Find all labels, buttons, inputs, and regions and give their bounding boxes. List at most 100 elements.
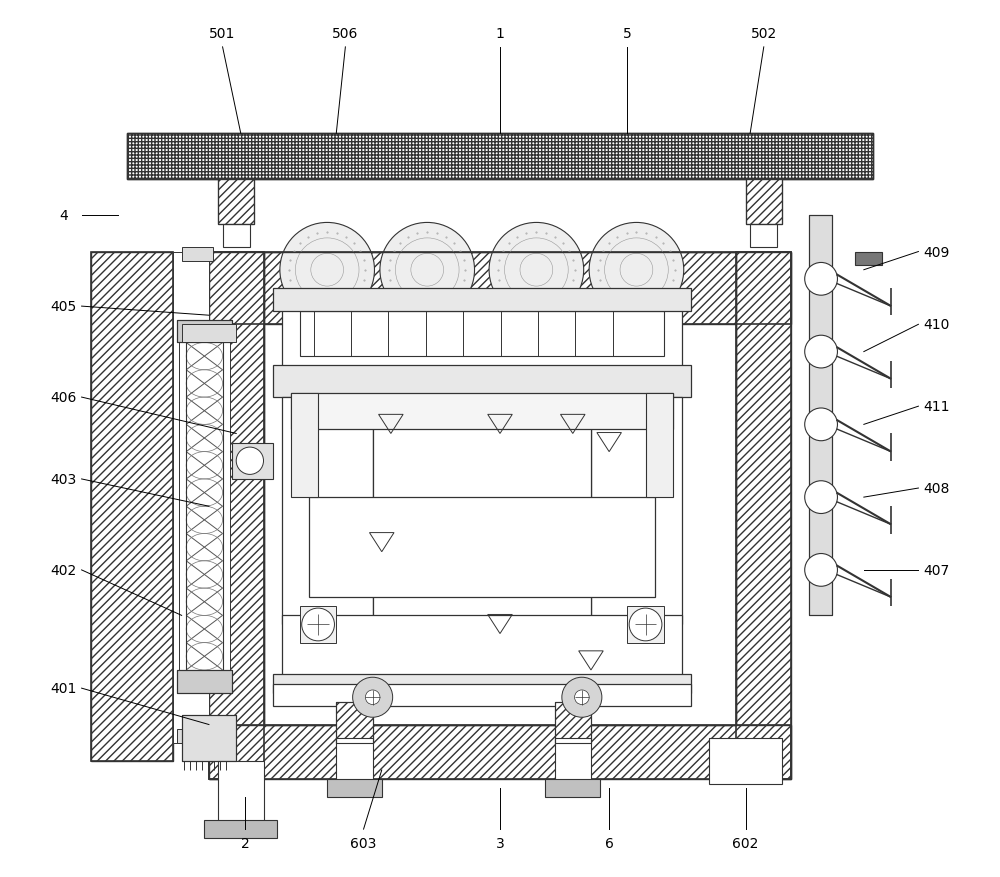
Bar — [223, 225, 250, 247]
Text: 403: 403 — [50, 473, 77, 487]
Bar — [127, 134, 873, 180]
Bar — [177, 320, 232, 343]
Bar — [209, 724, 791, 779]
Bar — [627, 607, 664, 643]
Circle shape — [805, 481, 837, 514]
Circle shape — [365, 690, 380, 705]
Circle shape — [302, 609, 334, 641]
Bar — [282, 297, 682, 370]
Bar — [555, 702, 591, 743]
Text: 410: 410 — [923, 318, 950, 332]
Text: 405: 405 — [50, 300, 77, 314]
Bar — [273, 366, 691, 397]
Text: 411: 411 — [923, 400, 950, 414]
Circle shape — [380, 223, 475, 317]
Bar — [336, 702, 373, 743]
Text: 2: 2 — [241, 836, 250, 850]
Circle shape — [805, 554, 837, 587]
Circle shape — [805, 263, 837, 296]
Circle shape — [353, 677, 393, 717]
Circle shape — [629, 609, 662, 641]
Bar — [177, 320, 232, 343]
Bar — [179, 339, 230, 674]
Bar — [709, 738, 782, 784]
Bar — [282, 616, 682, 688]
Text: 4: 4 — [59, 209, 68, 223]
Bar — [177, 670, 232, 693]
Text: 402: 402 — [50, 563, 77, 577]
Bar — [209, 724, 791, 779]
Circle shape — [589, 223, 684, 317]
Bar — [282, 397, 373, 624]
Bar — [746, 180, 782, 225]
Bar — [309, 497, 655, 597]
Circle shape — [575, 690, 589, 705]
Text: 5: 5 — [623, 27, 632, 41]
Circle shape — [562, 677, 602, 717]
Bar — [291, 393, 318, 497]
Bar — [182, 716, 236, 761]
Text: 501: 501 — [209, 27, 236, 41]
Text: 401: 401 — [50, 681, 77, 695]
Bar — [209, 253, 264, 779]
Text: 603: 603 — [350, 836, 377, 850]
Bar — [209, 253, 791, 325]
Text: 506: 506 — [332, 27, 359, 41]
Bar — [218, 761, 264, 824]
Text: 602: 602 — [732, 836, 759, 850]
Bar — [127, 134, 873, 180]
Bar — [182, 247, 213, 261]
Bar — [91, 253, 173, 761]
Bar — [545, 779, 600, 797]
Bar — [736, 253, 791, 779]
Bar — [646, 393, 673, 497]
Bar — [373, 397, 591, 624]
Bar — [177, 670, 232, 693]
Text: 3: 3 — [496, 836, 504, 850]
Bar — [173, 253, 209, 743]
Bar — [177, 730, 213, 743]
Bar — [218, 180, 254, 225]
Text: 408: 408 — [923, 481, 950, 496]
Text: 407: 407 — [923, 563, 950, 577]
Bar — [182, 325, 236, 343]
Bar — [204, 820, 277, 838]
Bar — [300, 311, 664, 357]
Circle shape — [280, 223, 374, 317]
Bar — [209, 253, 791, 325]
Circle shape — [805, 409, 837, 441]
Text: 409: 409 — [923, 246, 950, 260]
Bar — [273, 674, 691, 693]
Bar — [91, 253, 173, 761]
Text: 406: 406 — [50, 390, 77, 404]
Bar — [746, 180, 782, 225]
Text: 1: 1 — [496, 27, 504, 41]
Bar — [273, 289, 691, 311]
Bar — [736, 253, 791, 779]
Bar — [232, 443, 273, 480]
Bar — [300, 607, 336, 643]
Circle shape — [489, 223, 584, 317]
Bar — [809, 216, 832, 616]
Bar — [264, 325, 736, 724]
Bar — [291, 393, 673, 430]
Bar — [209, 253, 264, 779]
Bar — [809, 216, 832, 616]
Bar — [750, 225, 777, 247]
Bar — [273, 684, 691, 707]
Bar — [555, 738, 591, 784]
Bar — [591, 397, 682, 624]
Circle shape — [805, 336, 837, 368]
Circle shape — [236, 447, 264, 474]
Bar — [327, 779, 382, 797]
Text: 6: 6 — [605, 836, 614, 850]
Bar — [336, 738, 373, 784]
Bar — [336, 702, 373, 743]
Bar — [127, 134, 873, 180]
Bar — [555, 702, 591, 743]
Bar — [264, 253, 736, 724]
Bar — [218, 180, 254, 225]
Bar — [182, 716, 236, 761]
Bar — [855, 253, 882, 266]
Text: 502: 502 — [751, 27, 777, 41]
